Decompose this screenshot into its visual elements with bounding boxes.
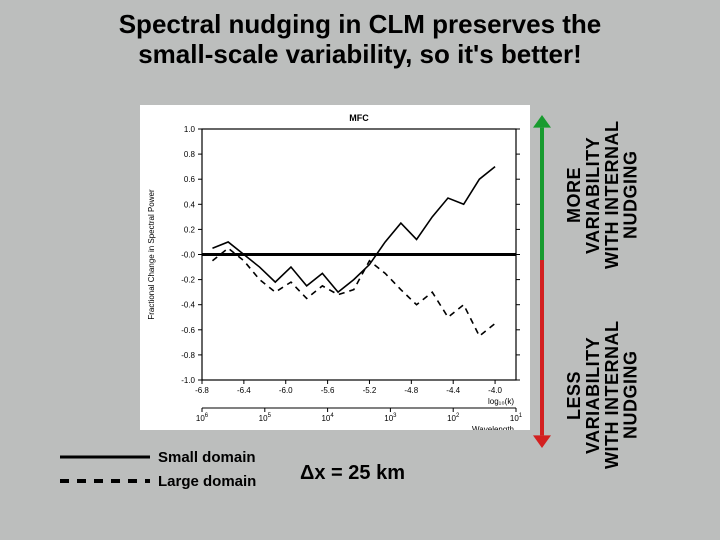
title-line1: Spectral nudging in CLM preserves the [119,9,602,39]
svg-text:-5.2: -5.2 [363,386,377,395]
svg-text:-0.6: -0.6 [181,326,195,335]
svg-text:-6.0: -6.0 [279,386,293,395]
legend-item: Large domain [60,469,256,493]
svg-text:0.4: 0.4 [184,200,196,209]
svg-text:-4.4: -4.4 [446,386,460,395]
svg-text:0.6: 0.6 [184,175,196,184]
slide: { "title": { "line1": "Spectral nudging … [0,0,720,540]
svg-text:0.2: 0.2 [184,225,196,234]
slide-title: Spectral nudging in CLM preserves the sm… [0,10,720,70]
legend: Small domain Large domain [60,445,256,493]
svg-text:-0.8: -0.8 [181,351,195,360]
svg-text:-5.6: -5.6 [321,386,335,395]
svg-text:-0.2: -0.2 [181,276,195,285]
svg-text:101: 101 [510,413,523,423]
svg-text:103: 103 [384,413,397,423]
series-large-domain [212,248,495,336]
svg-text:-0.4: -0.4 [181,301,195,310]
svg-text:Fractional Change in Spectral: Fractional Change in Spectral Power [147,189,156,320]
more-variability-label: MOREVARIABILITYWITH INTERNALNUDGING [565,105,641,285]
svg-text:-0.0: -0.0 [181,251,195,260]
svg-text:102: 102 [447,413,460,423]
legend-swatch [60,445,150,469]
legend-swatch [60,469,150,493]
svg-text:-4.0: -4.0 [488,386,502,395]
svg-text:Wavelength: Wavelength [472,425,514,430]
svg-text:log₁₀(k): log₁₀(k) [488,397,514,406]
spectra-chart: -1.0 -0.8 -0.6 -0.4 -0.2 -0.0 0.2 0.4 0.6 0.8 1.0 -… [140,105,530,430]
svg-text:-6.8: -6.8 [195,386,209,395]
legend-label: Small domain [158,449,256,466]
less-variability-label: LESSVARIABILITYWITH INTERNALNUDGING [565,300,641,490]
delta-x-text: Δx = 25 km [300,462,405,484]
svg-text:0.8: 0.8 [184,150,196,159]
legend-label: Large domain [158,473,256,490]
svg-text:-1.0: -1.0 [181,376,195,385]
chart-svg: -1.0 -0.8 -0.6 -0.4 -0.2 -0.0 0.2 0.4 0.6 0.8 1.0 -… [140,105,530,430]
svg-text:MFC: MFC [349,113,369,123]
delta-x-label: Δx = 25 km [300,462,405,485]
svg-text:-4.8: -4.8 [404,386,418,395]
svg-text:105: 105 [259,413,272,423]
svg-text:1.0: 1.0 [184,125,196,134]
title-line2: small-scale variability, so it's better! [138,39,582,69]
svg-text:-6.4: -6.4 [237,386,251,395]
legend-item: Small domain [60,445,256,469]
svg-text:106: 106 [196,413,209,423]
svg-text:104: 104 [321,413,334,423]
